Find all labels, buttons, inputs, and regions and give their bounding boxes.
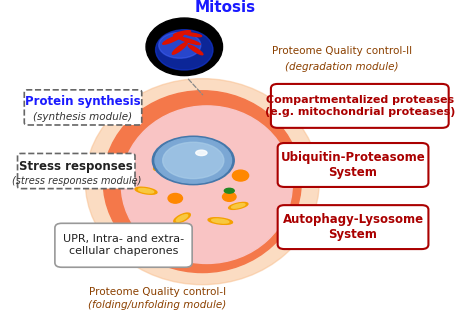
Ellipse shape [138, 189, 154, 193]
Ellipse shape [85, 79, 319, 285]
Ellipse shape [168, 193, 182, 203]
Ellipse shape [152, 136, 234, 185]
Ellipse shape [155, 30, 213, 70]
Text: UPR, Intra- and extra-
cellular chaperones: UPR, Intra- and extra- cellular chaperon… [63, 234, 184, 256]
Ellipse shape [103, 91, 301, 273]
Text: Ubiquitin-Proteasome
System: Ubiquitin-Proteasome System [281, 151, 426, 179]
Ellipse shape [174, 213, 190, 223]
Text: Protein synthesis: Protein synthesis [25, 95, 141, 108]
Ellipse shape [163, 34, 183, 44]
Ellipse shape [176, 215, 188, 221]
FancyBboxPatch shape [278, 143, 428, 187]
Ellipse shape [156, 164, 167, 169]
Text: (synthesis module): (synthesis module) [34, 112, 133, 122]
Text: Autophagy-Lysosome
System: Autophagy-Lysosome System [283, 213, 424, 241]
Ellipse shape [228, 203, 248, 209]
FancyBboxPatch shape [271, 84, 449, 128]
Ellipse shape [146, 18, 222, 76]
Ellipse shape [163, 142, 224, 179]
FancyBboxPatch shape [278, 205, 428, 249]
Ellipse shape [172, 42, 187, 54]
Ellipse shape [188, 45, 203, 55]
Text: Proteome Quality control-II: Proteome Quality control-II [272, 46, 412, 56]
Ellipse shape [135, 187, 157, 194]
Text: (stress responses module): (stress responses module) [11, 176, 141, 186]
Ellipse shape [154, 162, 170, 171]
Text: (degradation module): (degradation module) [285, 61, 399, 72]
Text: Mitosis: Mitosis [194, 0, 255, 15]
Ellipse shape [196, 150, 207, 156]
FancyBboxPatch shape [24, 90, 142, 125]
Ellipse shape [173, 31, 191, 36]
Ellipse shape [232, 204, 245, 208]
Ellipse shape [191, 158, 228, 172]
Ellipse shape [222, 192, 236, 201]
Text: Stress responses: Stress responses [19, 160, 133, 173]
Text: Compartmentalized proteases
(e.g. mitochondrial proteases): Compartmentalized proteases (e.g. mitoch… [264, 95, 455, 117]
Ellipse shape [164, 154, 182, 167]
Ellipse shape [212, 219, 229, 223]
Ellipse shape [232, 170, 249, 181]
Ellipse shape [155, 138, 231, 183]
Ellipse shape [121, 106, 292, 263]
Ellipse shape [178, 37, 200, 45]
Ellipse shape [185, 151, 229, 169]
Text: (folding/unfolding module): (folding/unfolding module) [88, 300, 227, 310]
Ellipse shape [208, 218, 232, 225]
Ellipse shape [185, 33, 201, 37]
Ellipse shape [224, 188, 234, 193]
Ellipse shape [159, 32, 201, 58]
FancyBboxPatch shape [18, 154, 135, 189]
FancyBboxPatch shape [55, 223, 192, 267]
Text: Proteome Quality control-I: Proteome Quality control-I [89, 287, 226, 297]
